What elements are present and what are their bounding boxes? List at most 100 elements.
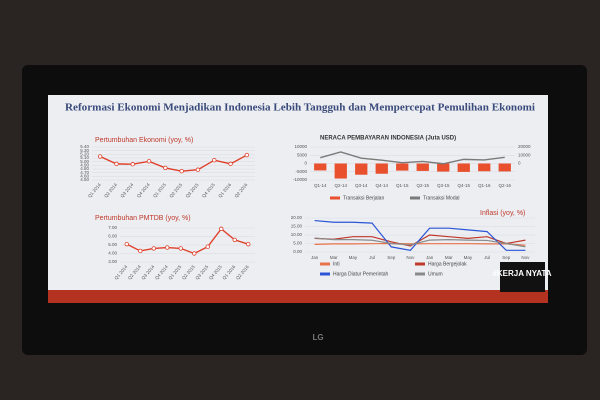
x-tick-label: Q2-14 (334, 183, 347, 188)
y-tick-label: 5.00 (108, 242, 117, 247)
x-tick-label: Jan (311, 255, 319, 260)
y-tick-label: 5.40 (80, 144, 89, 149)
x-tick-label: May (464, 255, 473, 260)
tv-brand: LG (312, 333, 323, 342)
legend-label: Umum (428, 271, 443, 277)
chart-title: Pertumbuhan PMTDB (yoy, %) (95, 215, 191, 222)
x-tick-label: Sep (502, 255, 511, 260)
series-line (320, 151, 505, 165)
x-tick-label: Q4-14 (375, 183, 388, 188)
x-tick-label: May (349, 255, 358, 260)
x-tick-label: Q1-15 (396, 183, 409, 188)
point (232, 237, 237, 243)
y-tick-label: 5.10 (80, 155, 89, 160)
bar (498, 163, 511, 172)
series-line (126, 227, 249, 255)
bar (375, 163, 388, 174)
logo-box (500, 262, 545, 292)
y-tick-label: 4.70 (80, 170, 89, 175)
series-line (314, 234, 526, 247)
point (195, 167, 201, 172)
legend-swatch (415, 262, 425, 266)
x-tick-label: Jan (426, 255, 434, 260)
y-tick-label: 5.20 (80, 152, 89, 157)
y-tick-label: 15.00 (291, 224, 303, 229)
x-tick-label: Mar (445, 255, 453, 260)
legend-swatch (410, 196, 420, 200)
legend-label: Inti (333, 261, 340, 267)
y-tick-label: 5.00 (80, 159, 89, 164)
x-tick-label: Q1-14 (314, 183, 327, 188)
series-line (314, 237, 526, 248)
x-tick-label: Q2-15 (416, 183, 429, 188)
legend-label: Transaksi Berjalan (343, 195, 384, 201)
series-line (314, 219, 526, 251)
y-tick-label: 4.80 (80, 166, 89, 171)
point (228, 161, 233, 167)
point (130, 162, 135, 167)
y-tick-label: -5000 (295, 169, 307, 174)
x-tick-label: Q1-16 (478, 183, 491, 188)
series-line (314, 242, 526, 246)
point (219, 226, 224, 232)
x-tick-label: Sep (387, 255, 396, 260)
y-tick-label: 7.00 (108, 225, 117, 230)
x-tick-label: Jul (369, 255, 375, 260)
bar (437, 163, 450, 172)
y2-tick-label: 10000 (518, 152, 531, 157)
y2-tick-label: 20000 (518, 144, 531, 149)
point (179, 168, 184, 174)
y-tick-label: 5000 (297, 152, 308, 157)
point (146, 159, 152, 164)
legend-swatch (320, 262, 330, 266)
legend-label: Transaksi Modal (423, 195, 460, 201)
y-tick-label: 4.60 (80, 174, 89, 179)
bar (314, 163, 327, 171)
point (192, 251, 197, 256)
point (165, 245, 170, 250)
bar (478, 163, 491, 172)
point (114, 161, 119, 167)
y-tick-label: 0 (304, 161, 307, 166)
y-tick-label: 5.00 (293, 241, 302, 246)
chart-title: Pertumbuhan Ekonomi (yoy, %) (95, 137, 193, 144)
x-tick-label: Q3-14 (355, 183, 368, 188)
bar (457, 163, 470, 172)
y-tick-label: 4.50 (80, 177, 89, 182)
bar (334, 163, 347, 179)
point (124, 241, 129, 247)
legend-swatch (330, 196, 340, 200)
point (138, 248, 143, 254)
series-line (99, 154, 248, 172)
legend-swatch (415, 272, 425, 276)
slide-footer (48, 290, 548, 303)
legend-label: Harga Diatur Pemerintah (333, 271, 389, 277)
x-tick-label: Jul (484, 255, 490, 260)
point (244, 152, 250, 158)
x-tick-label: Nov (406, 255, 415, 260)
y2-tick-label: 0 (518, 161, 521, 166)
y-tick-label: 10.00 (291, 232, 303, 237)
point (246, 241, 251, 247)
y-tick-label: 3.00 (108, 259, 117, 264)
point (178, 246, 183, 251)
y-tick-label: 10000 (294, 144, 307, 149)
legend-label: Harga Bergejolak (428, 261, 467, 267)
chart-title: Inflasi (yoy, %) (480, 210, 525, 217)
point (212, 157, 217, 163)
x-tick-label: Mar (330, 255, 338, 260)
y-tick-label: 0.00 (293, 249, 302, 254)
bar (355, 163, 368, 175)
bar (396, 163, 409, 171)
slide-title: Reformasi Ekonomi Menjadikan Indonesia L… (65, 102, 535, 113)
slide (48, 95, 548, 303)
y-tick-label: 4.90 (80, 163, 89, 168)
y-tick-label: 4.00 (108, 251, 117, 256)
x-tick-label: Q4-15 (457, 183, 470, 188)
bar (416, 163, 429, 171)
point (163, 165, 168, 171)
legend-swatch (320, 272, 330, 276)
y-tick-label: 20.00 (291, 215, 303, 220)
point (151, 246, 156, 251)
